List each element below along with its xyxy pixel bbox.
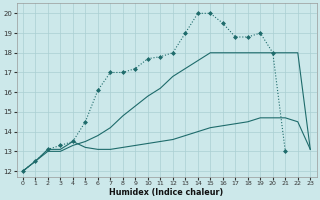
X-axis label: Humidex (Indice chaleur): Humidex (Indice chaleur) [109,188,224,197]
